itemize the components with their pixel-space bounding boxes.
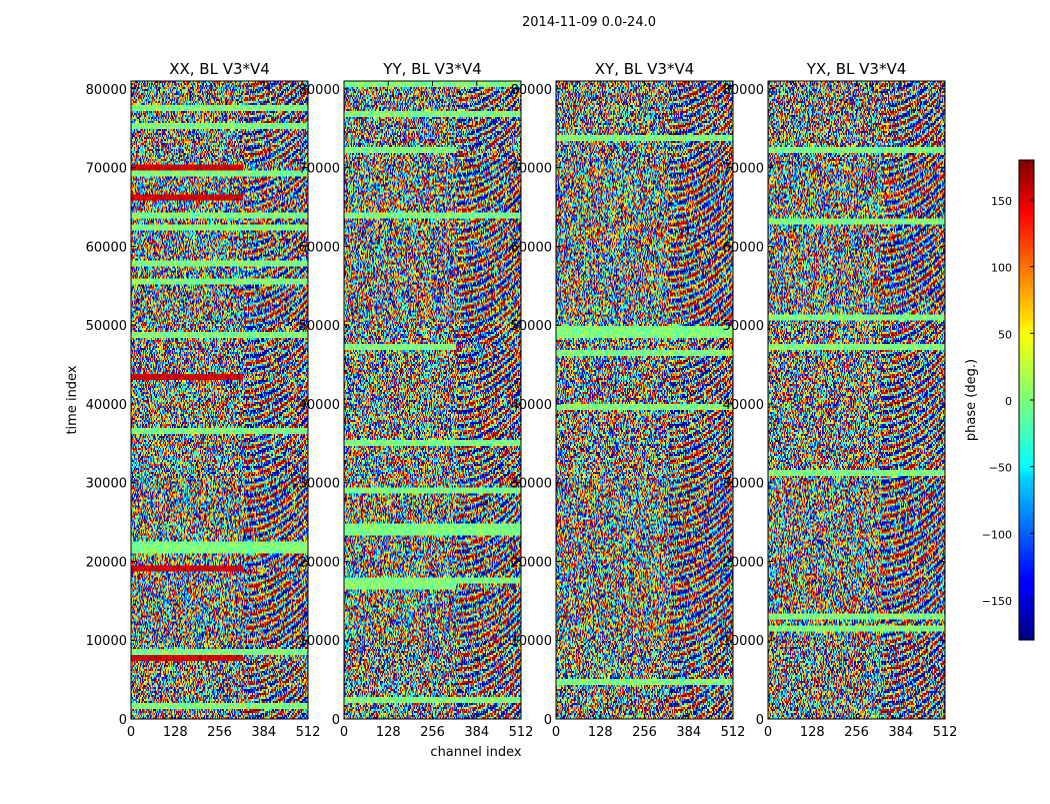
panel-3-y-tick-label: 60000 bbox=[511, 240, 552, 255]
panel-4-y-tick-label: 50000 bbox=[723, 319, 764, 334]
panel-1-y-tick-label: 70000 bbox=[86, 162, 127, 177]
panel-3-heatmap bbox=[556, 81, 733, 719]
panel-2-y-tick-label: 60000 bbox=[299, 240, 340, 255]
panel-1-x-tick-label: 384 bbox=[251, 725, 276, 740]
panel-1-heatmap bbox=[131, 81, 308, 719]
panel-3-y-tick-label: 20000 bbox=[511, 555, 552, 570]
panel-4-y-tick-label: 0 bbox=[756, 713, 764, 728]
panel-2-y-tick-label: 10000 bbox=[299, 634, 340, 649]
panel-2-y-tick-label: 40000 bbox=[299, 398, 340, 413]
panel-2-y-tick-label: 70000 bbox=[299, 162, 340, 177]
panel-3-y-tick-label: 70000 bbox=[511, 162, 552, 177]
colorbar-tick-label: 50 bbox=[998, 328, 1012, 341]
panel-1-x-tick-label: 128 bbox=[163, 725, 188, 740]
panel-1-x-tick-label: 256 bbox=[207, 725, 232, 740]
panel-4-x-tick-label: 256 bbox=[844, 725, 869, 740]
panel-4-title: YX, BL V3*V4 bbox=[806, 60, 907, 78]
panel-2-x-tick-label: 384 bbox=[464, 725, 489, 740]
panel-1-y-tick-label: 80000 bbox=[86, 83, 127, 98]
panel-3-y-tick-label: 80000 bbox=[511, 83, 552, 98]
panel-2-y-tick-label: 0 bbox=[332, 713, 340, 728]
panel-4-y-tick-label: 60000 bbox=[723, 240, 764, 255]
panel-2-y-tick-label: 50000 bbox=[299, 319, 340, 334]
colorbar-tick-label: −50 bbox=[989, 462, 1012, 475]
colorbar-tick-label: 0 bbox=[1005, 395, 1012, 408]
panel-3-x-tick-label: 512 bbox=[721, 725, 746, 740]
panel-2-x-tick-label: 128 bbox=[376, 725, 401, 740]
colorbar-tick-label: −150 bbox=[982, 595, 1012, 608]
panel-3: XY, BL V3*V4 0 128 256 384 512 0 10000 20000 3000… bbox=[511, 60, 746, 740]
panel-2: YY, BL V3*V4 0 128 256 384 512 0 10000 20000 3000… bbox=[299, 60, 534, 740]
panel-3-y-tick-label: 0 bbox=[544, 713, 552, 728]
colorbar-label: phase (deg.) bbox=[964, 359, 979, 441]
x-axis-label: channel index bbox=[430, 745, 521, 760]
panel-3-x-tick-label: 384 bbox=[676, 725, 701, 740]
panel-4-heatmap bbox=[768, 81, 945, 719]
panel-4-y-tick-label: 10000 bbox=[723, 634, 764, 649]
panel-1-x-tick-label: 0 bbox=[127, 725, 135, 740]
panel-2-x-tick-label: 0 bbox=[340, 725, 348, 740]
panel-2-x-tick-label: 256 bbox=[420, 725, 445, 740]
panel-1-title: XX, BL V3*V4 bbox=[169, 60, 270, 78]
panel-1-y-tick-label: 0 bbox=[119, 713, 127, 728]
panel-4-y-tick-label: 40000 bbox=[723, 398, 764, 413]
panel-4-y-tick-label: 70000 bbox=[723, 162, 764, 177]
panel-2-y-tick-label: 30000 bbox=[299, 477, 340, 492]
panel-2-title: YY, BL V3*V4 bbox=[382, 60, 481, 78]
panel-3-y-tick-label: 30000 bbox=[511, 477, 552, 492]
panel-3-x-tick-label: 256 bbox=[632, 725, 657, 740]
panel-4-y-tick-label: 20000 bbox=[723, 555, 764, 570]
panel-2-heatmap bbox=[344, 81, 521, 719]
panel-2-x-tick-label: 512 bbox=[509, 725, 534, 740]
panel-1-y-tick-label: 10000 bbox=[86, 634, 127, 649]
panel-4-x-tick-label: 512 bbox=[933, 725, 958, 740]
colorbar-tick-label: −100 bbox=[982, 528, 1012, 541]
panel-4: YX, BL V3*V4 0 128 256 384 512 0 10000 20000 3000… bbox=[723, 60, 958, 740]
panel-1-y-tick-label: 30000 bbox=[86, 477, 127, 492]
panel-3-title: XY, BL V3*V4 bbox=[595, 60, 695, 78]
panel-1-x-tick-label: 512 bbox=[296, 725, 321, 740]
panel-3-y-tick-label: 50000 bbox=[511, 319, 552, 334]
panel-1: XX, BL V3*V4 0 128 256 384 512 0 10000 20000 3000… bbox=[86, 60, 321, 740]
panel-3-y-tick-label: 40000 bbox=[511, 398, 552, 413]
panel-3-x-tick-label: 128 bbox=[588, 725, 613, 740]
panel-2-y-tick-label: 80000 bbox=[299, 83, 340, 98]
colorbar-tick-label: 100 bbox=[991, 262, 1012, 275]
figure-title: 2014-11-09 0.0-24.0 bbox=[522, 15, 656, 30]
panel-1-y-tick-label: 20000 bbox=[86, 555, 127, 570]
colorbar-tick-label: 150 bbox=[991, 195, 1012, 208]
panel-3-y-tick-label: 10000 bbox=[511, 634, 552, 649]
panel-2-y-tick-label: 20000 bbox=[299, 555, 340, 570]
panel-1-y-tick-label: 40000 bbox=[86, 398, 127, 413]
panel-4-y-tick-label: 30000 bbox=[723, 477, 764, 492]
y-axis-label: time index bbox=[65, 365, 80, 434]
panels-group: XX, BL V3*V4 0 128 256 384 512 0 10000 20000 3000… bbox=[86, 60, 958, 740]
panel-4-x-tick-label: 128 bbox=[800, 725, 825, 740]
panel-4-x-tick-label: 0 bbox=[764, 725, 772, 740]
panel-3-x-tick-label: 0 bbox=[552, 725, 560, 740]
panel-4-x-tick-label: 384 bbox=[888, 725, 913, 740]
panel-1-y-tick-label: 50000 bbox=[86, 319, 127, 334]
colorbar: −150 −100 −50 0 50 100 150 bbox=[982, 159, 1035, 641]
panel-4-y-tick-label: 80000 bbox=[723, 83, 764, 98]
panel-1-y-tick-label: 60000 bbox=[86, 240, 127, 255]
